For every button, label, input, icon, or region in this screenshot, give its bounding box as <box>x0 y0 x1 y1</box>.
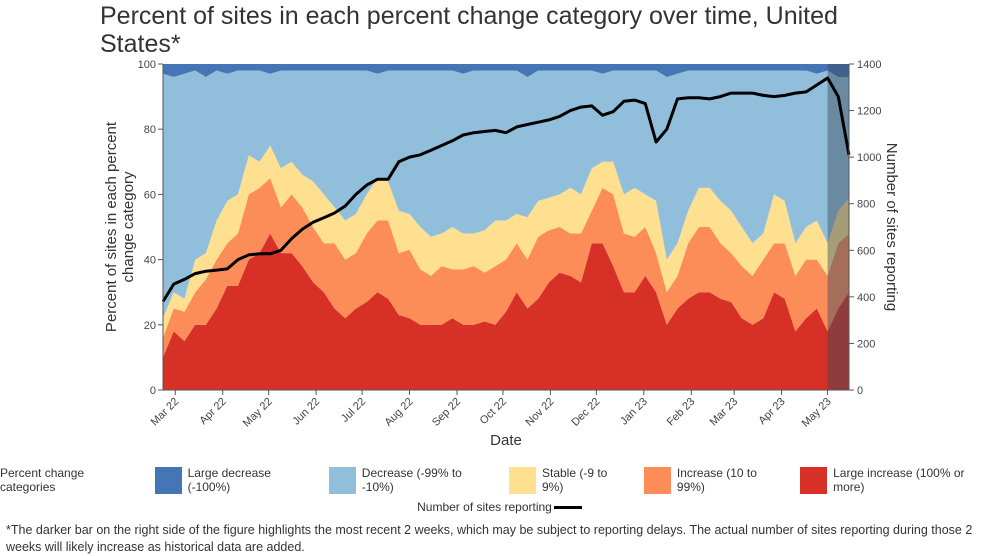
chart-title: Percent of sites in each percent change … <box>100 2 838 58</box>
chart: 0204060801000200400600800100012001400Mar… <box>103 59 900 449</box>
legend-line-swatch <box>553 506 582 510</box>
legend-title: Percent change categories <box>0 466 85 494</box>
y2-tick-label: 200 <box>857 338 875 350</box>
y2-axis-label: Number of sites reporting <box>883 143 900 311</box>
x-tick-label: May 23 <box>800 396 834 430</box>
area-large-decrease <box>163 64 849 77</box>
y-axis-label-line2: change category <box>120 171 137 282</box>
x-tick-label: Apr 22 <box>197 396 228 427</box>
area-stable <box>163 145 849 338</box>
y-tick-label: 0 <box>150 385 156 397</box>
y-tick-label: 60 <box>144 189 156 201</box>
x-tick-label: Dec 22 <box>569 396 602 429</box>
legend-label: Stable (-9 to 9%) <box>541 466 608 494</box>
x-tick-label: Jul 22 <box>339 396 368 425</box>
y2-tick-label: 1200 <box>857 106 881 118</box>
legend-swatch <box>154 466 182 494</box>
y-tick-label: 100 <box>138 59 156 71</box>
x-tick-label: May 22 <box>241 396 275 430</box>
legend-label: Increase (10 to 99%) <box>676 466 757 494</box>
y2-tick-label: 1400 <box>857 59 881 71</box>
sites-reporting-line <box>161 76 851 303</box>
x-tick-label: Jan 23 <box>618 396 650 428</box>
x-tick-label: Aug 22 <box>383 396 416 429</box>
legend-line-label: Number of sites reporting <box>417 500 552 514</box>
legend-swatch <box>800 466 828 494</box>
legend-label: Large increase (100% or more) <box>833 466 965 494</box>
x-tick-label: Jun 22 <box>290 396 322 428</box>
stacked-areas <box>163 64 849 390</box>
legend-line-item: Number of sites reporting <box>0 500 999 514</box>
legend-swatch <box>328 466 356 494</box>
x-tick-label: Nov 22 <box>523 396 556 429</box>
x-axis-label: Date <box>490 432 522 449</box>
y2-tick-label: 1000 <box>857 152 881 164</box>
y2-tick-label: 400 <box>857 292 875 304</box>
legend-swatch <box>643 466 671 494</box>
y-tick-label: 80 <box>144 124 156 136</box>
footnote: *The darker bar on the right side of the… <box>6 523 973 554</box>
x-tick-label: Apr 23 <box>756 396 787 427</box>
area-large-increase <box>163 233 849 390</box>
y2-tick-label: 800 <box>857 199 875 211</box>
x-tick-label: Oct 22 <box>478 396 509 427</box>
x-tick-label: Mar 22 <box>149 396 182 429</box>
legend-swatch <box>509 466 536 494</box>
y-tick-label: 20 <box>144 320 156 332</box>
area-increase <box>163 178 849 358</box>
x-tick-label: Sep 22 <box>430 396 463 429</box>
legend-label: Decrease (-99% to -10%) <box>361 466 462 494</box>
y2-tick-label: 600 <box>857 245 875 257</box>
y2-tick-label: 0 <box>857 385 863 397</box>
y-axis-label-line1: Percent of sites in each percent <box>103 121 120 332</box>
legend-label: Large decrease (-100%) <box>187 466 271 494</box>
y-tick-label: 40 <box>144 255 156 267</box>
recent-period-highlight <box>827 64 849 390</box>
x-tick-label: Mar 23 <box>708 396 741 429</box>
legend: Percent change categories Large decrease… <box>0 466 999 494</box>
x-tick-label: Feb 23 <box>665 396 698 429</box>
area-decrease <box>163 70 849 319</box>
y-axis-label: Percent of sites in each percentchange c… <box>103 121 137 332</box>
